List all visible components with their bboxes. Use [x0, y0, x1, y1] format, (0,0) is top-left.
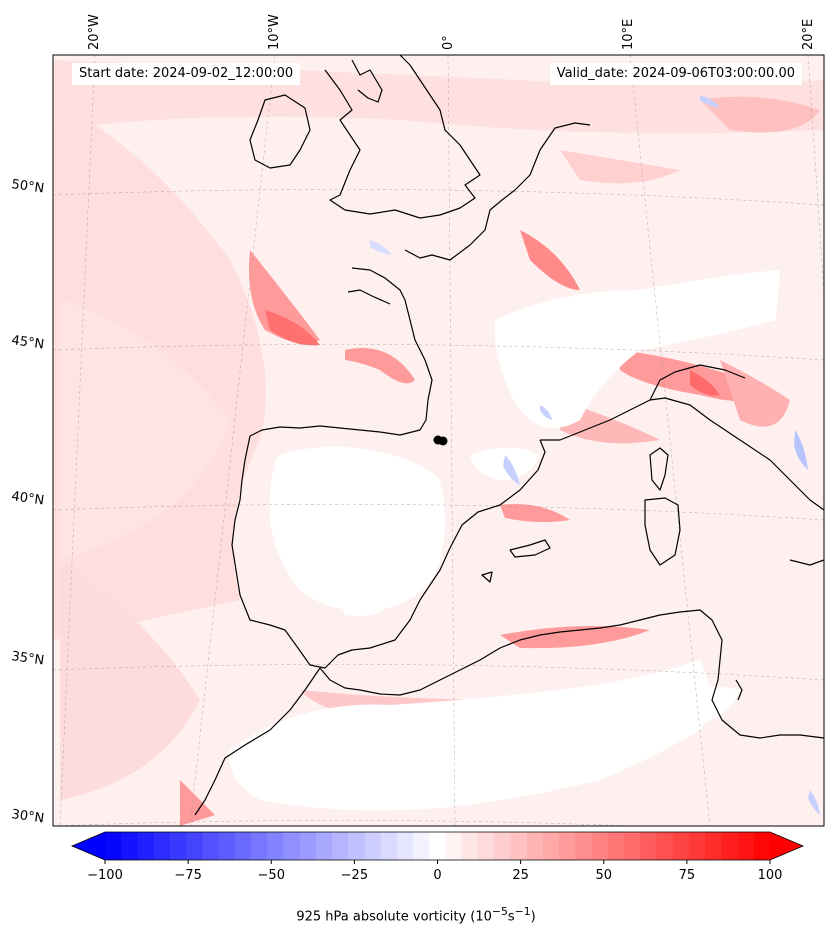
lon-label: 0°	[441, 35, 456, 50]
colorbar-segment	[105, 832, 122, 860]
colorbar-extend-low	[72, 832, 105, 860]
map-panel	[53, 55, 824, 826]
colorbar-title-text: 925 hPa absolute vorticity (10	[296, 909, 492, 925]
colorbar-segment	[542, 832, 560, 860]
colorbar-segment	[121, 832, 138, 860]
colorbar-tick-label: 50	[595, 868, 612, 883]
colorbar-segment	[494, 832, 511, 860]
colorbar-segment	[218, 832, 236, 860]
colorbar-segment	[478, 832, 495, 860]
colorbar-segment	[753, 832, 771, 860]
colorbar-segment	[315, 832, 333, 860]
colorbar-title-unit: s	[507, 909, 515, 925]
colorbar-segment	[153, 832, 171, 860]
colorbar-segment	[283, 832, 301, 860]
colorbar-segment	[348, 832, 365, 860]
colorbar-segment	[250, 832, 268, 860]
lat-label: 30°N	[10, 807, 45, 826]
colorbar-title: 925 hPa absolute vorticity (10−5s−1)	[0, 905, 832, 924]
lon-label: 20°W	[87, 14, 102, 50]
lat-label: 40°N	[10, 489, 45, 508]
lon-label: 10°E	[621, 19, 636, 50]
coastline-ireland	[249, 94, 311, 169]
colorbar-segment	[721, 832, 738, 860]
colorbar-segment	[575, 832, 592, 860]
colorbar-tick-label: −25	[341, 868, 368, 883]
longitude-labels: 20°W 10°W 0° 10°E 20°E	[87, 14, 816, 50]
colorbar-segment	[169, 832, 187, 860]
colorbar-tick-label: 100	[758, 868, 783, 883]
latitude-labels: 50°N 45°N 40°N 35°N 30°N	[10, 177, 45, 826]
colorbar-segment	[396, 832, 414, 860]
colorbar-segment	[380, 832, 398, 860]
coastline-france	[249, 267, 433, 437]
lon-label: 20°E	[801, 19, 816, 50]
coastline-great-britain	[324, 55, 481, 219]
colorbar-segment	[737, 832, 755, 860]
colorbar-segment	[510, 832, 528, 860]
map-frame	[52, 54, 825, 827]
lat-label: 50°N	[10, 177, 45, 196]
colorbar-segment	[332, 832, 349, 860]
colorbar-tick-label: −75	[174, 868, 201, 883]
colorbar-segment	[234, 832, 252, 860]
colorbar-title-close: )	[530, 909, 536, 925]
colorbar-tick-label: 75	[679, 868, 696, 883]
colorbar-segment	[429, 832, 447, 860]
colorbar-segment	[413, 832, 430, 860]
colorbar-segment	[688, 832, 706, 860]
colorbar-tick-label: −100	[87, 868, 123, 883]
colorbar-segment	[186, 832, 203, 860]
colorbar-segment	[364, 832, 382, 860]
colorbar-title-exponent: −5	[491, 905, 508, 918]
lat-label: 35°N	[10, 649, 45, 668]
storm-center-marker	[433, 435, 448, 446]
coastline-sardinia	[644, 497, 681, 566]
colorbar-segment	[202, 832, 219, 860]
colorbar-segment	[267, 832, 284, 860]
colorbar-tick-label: −50	[258, 868, 285, 883]
start-date-label: Start date: 2024-09-02_12:00:00	[72, 63, 301, 85]
colorbar-segment	[672, 832, 690, 860]
colorbar-segment	[137, 832, 155, 860]
colorbar-segment	[559, 832, 576, 860]
lon-label: 10°W	[267, 14, 282, 50]
colorbar-segment	[607, 832, 625, 860]
coastline-iberia	[231, 435, 546, 669]
colorbar-segment	[461, 832, 479, 860]
colorbar-segment	[640, 832, 657, 860]
colorbar-segment	[526, 832, 544, 860]
colorbar-title-exponent-2: −1	[514, 905, 531, 918]
lat-label: 45°N	[10, 333, 45, 352]
coastline-north-africa	[319, 609, 824, 739]
colorbar-tick-label: 25	[512, 868, 529, 883]
colorbar-tick-label: 0	[433, 868, 441, 883]
coastline-corsica	[649, 447, 669, 491]
colorbar-segment	[591, 832, 609, 860]
valid-date-label: Valid_date: 2024-09-06T03:00:00.00	[549, 63, 802, 85]
colorbar: −100 −75 −50 −25 0 25 50 75 100	[70, 831, 805, 883]
colorbar-segment	[705, 832, 722, 860]
coastlines	[194, 55, 824, 816]
colorbar-segment	[624, 832, 641, 860]
gridlines	[53, 55, 824, 826]
colorbar-segment	[445, 832, 463, 860]
colorbar-extend-high	[770, 832, 803, 860]
colorbar-segment	[656, 832, 674, 860]
colorbar-segment	[299, 832, 317, 860]
